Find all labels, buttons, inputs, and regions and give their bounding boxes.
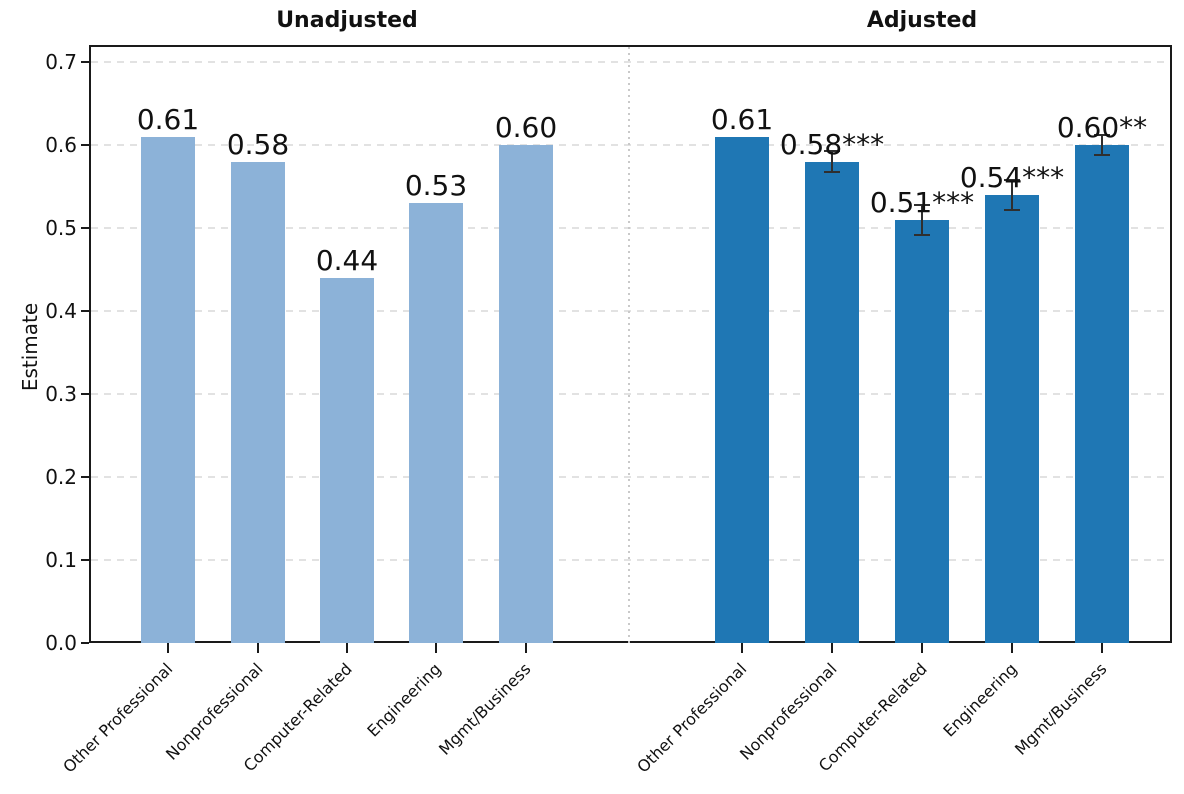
bar-unadjusted-2: [320, 277, 374, 643]
x-tick-mark: [257, 643, 259, 653]
bar-unadjusted-3: [409, 203, 463, 643]
x-tick-label: Mgmt/Business: [1011, 659, 1111, 759]
gridline: [91, 476, 1170, 478]
bar-value-label: 0.60**: [1056, 111, 1148, 144]
error-bar: [921, 204, 923, 235]
gridline: [91, 310, 1170, 312]
y-tick-mark: [81, 227, 89, 229]
y-tick-label: 0.0: [45, 631, 77, 655]
error-bar: [831, 150, 833, 173]
x-tick-mark: [435, 643, 437, 653]
y-tick-label: 0.3: [45, 382, 77, 406]
panel-title-adjusted: Adjusted: [866, 8, 978, 33]
panel-title-unadjusted: Unadjusted: [276, 8, 418, 33]
bar-value-label: 0.58: [226, 127, 290, 161]
error-bar-cap-bottom: [1094, 153, 1110, 156]
x-tick-label: Other Professional: [59, 659, 177, 777]
y-tick-label: 0.5: [45, 216, 77, 240]
y-tick-mark: [81, 61, 89, 63]
x-tick-mark: [525, 643, 527, 653]
x-tick-mark: [167, 643, 169, 653]
bar-unadjusted-4: [499, 145, 553, 643]
y-tick-label: 0.6: [45, 133, 77, 157]
gridline: [91, 559, 1170, 561]
gridline: [91, 144, 1170, 146]
x-tick-mark: [831, 643, 833, 653]
bar-unadjusted-0: [141, 136, 195, 643]
gridline: [91, 61, 1170, 63]
bar-value-label: 0.60: [494, 111, 558, 144]
x-tick-label: Engineering: [363, 659, 445, 741]
panel-divider-line: [628, 47, 630, 643]
gridline: [91, 393, 1170, 395]
y-tick-mark: [81, 144, 89, 146]
y-tick-label: 0.1: [45, 548, 77, 572]
plot-area: [89, 45, 1172, 643]
bar-adjusted-4: [1075, 145, 1129, 643]
error-bar-cap-top: [824, 149, 840, 152]
bar-unadjusted-1: [231, 161, 285, 643]
y-tick-mark: [81, 310, 89, 312]
y-tick-mark: [81, 393, 89, 395]
x-tick-label: Other Professional: [633, 659, 751, 777]
x-tick-label: Mgmt/Business: [435, 659, 535, 759]
x-tick-mark: [1011, 643, 1013, 653]
bar-value-label: 0.53: [404, 169, 468, 203]
gridline: [91, 227, 1170, 229]
x-tick-label: Nonprofessional: [736, 659, 841, 764]
bar-adjusted-2: [895, 219, 949, 643]
bar-value-label: 0.58***: [779, 127, 885, 161]
x-tick-label: Nonprofessional: [162, 659, 267, 764]
bar-value-label: 0.54***: [959, 160, 1065, 194]
y-tick-mark: [81, 476, 89, 478]
y-tick-mark: [81, 559, 89, 561]
y-tick-label: 0.4: [45, 299, 77, 323]
x-tick-label: Engineering: [939, 659, 1021, 741]
error-bar-cap-bottom: [914, 233, 930, 236]
bar-value-label: 0.44: [315, 243, 379, 277]
bar-value-label: 0.61: [136, 102, 200, 136]
bar-value-label: 0.61: [710, 102, 774, 136]
x-tick-mark: [741, 643, 743, 653]
y-tick-label: 0.7: [45, 50, 77, 74]
x-tick-mark: [346, 643, 348, 653]
x-tick-mark: [1101, 643, 1103, 653]
error-bar-cap-top: [1094, 134, 1110, 137]
bar-adjusted-1: [805, 161, 859, 643]
error-bar-cap-bottom: [824, 171, 840, 174]
y-tick-label: 0.2: [45, 465, 77, 489]
error-bar-cap-top: [1004, 178, 1020, 181]
error-bar-cap-bottom: [1004, 208, 1020, 211]
bar-adjusted-0: [715, 136, 769, 643]
bar-value-label: 0.51***: [869, 185, 975, 219]
bar-adjusted-3: [985, 194, 1039, 643]
error-bar: [1101, 135, 1103, 155]
error-bar-cap-top: [914, 203, 930, 206]
y-tick-mark: [81, 642, 89, 644]
x-tick-mark: [921, 643, 923, 653]
error-bar: [1011, 179, 1013, 210]
